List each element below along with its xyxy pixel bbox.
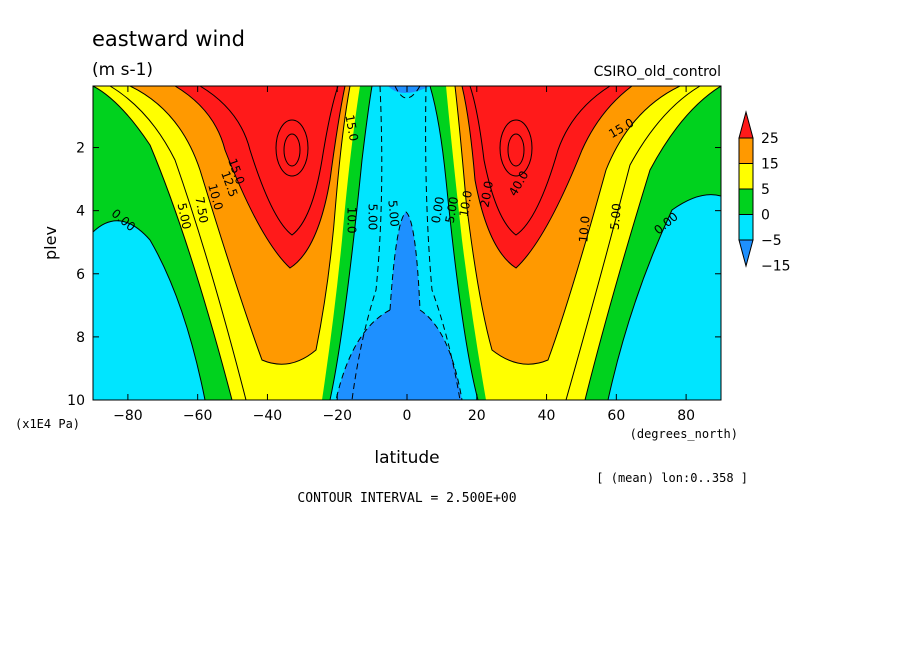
- dataset-label: CSIRO_old_control: [594, 64, 721, 80]
- x-tick-label: −60: [183, 408, 213, 424]
- region-blue: [336, 212, 462, 400]
- contour-label: 5.00: [175, 202, 194, 231]
- y-tick-label: 4: [76, 204, 85, 220]
- contour-label: 20.0: [478, 180, 496, 209]
- x-tick-label: 20: [468, 408, 486, 424]
- colorbar: 25 15 5 0 −5 −15: [738, 110, 791, 275]
- y-tick-label: 8: [76, 330, 85, 346]
- colorbar-label: 25: [761, 131, 779, 147]
- x-tick-label: 40: [538, 408, 556, 424]
- y-tick-label: 2: [76, 141, 85, 157]
- x-tick-label: −80: [113, 408, 143, 424]
- colorbar-segment: [738, 214, 754, 241]
- y-tick-label: 10: [67, 393, 85, 409]
- contour-lines: [93, 86, 721, 400]
- colorbar-segment: [738, 137, 754, 164]
- colorbar-label: −15: [761, 259, 791, 275]
- colorbar-label: 5: [761, 182, 770, 198]
- contour-label: 5.00: [366, 204, 380, 231]
- colorbar-segment: [738, 188, 754, 215]
- contour-label: 10.0: [345, 207, 359, 234]
- x-axis-units: (degrees_north): [630, 427, 738, 441]
- colorbar-label: −5: [761, 233, 782, 249]
- averaging-note: [ (mean) lon:0..358 ]: [596, 471, 748, 485]
- contour-label: 10.0: [205, 182, 225, 211]
- contour-label: 5.00: [443, 196, 461, 225]
- colorbar-segment: [738, 163, 754, 190]
- contour-label: 7.50: [192, 196, 210, 225]
- contour-label: 10.0: [576, 215, 592, 243]
- y-axis-label: plev: [41, 226, 60, 260]
- contour-label: 5.00: [385, 200, 401, 228]
- x-tick-label: −20: [322, 408, 352, 424]
- y-axis-units: (x1E4 Pa): [15, 417, 80, 431]
- y-tick-label: 6: [76, 267, 85, 283]
- colorbar-label: 15: [761, 157, 779, 173]
- colorbar-top-arrow: [738, 110, 754, 139]
- contour-label: 10.0: [457, 189, 475, 218]
- contour-label: 5.00: [608, 203, 624, 231]
- chart-title: eastward wind: [92, 27, 245, 51]
- contour-label: 15.0: [342, 114, 360, 143]
- x-tick-label: 80: [677, 408, 695, 424]
- colorbar-bottom-arrow: [738, 239, 754, 268]
- x-axis: −80 −60 −40 −20 0 20 40 60 80: [113, 86, 695, 424]
- contour-interval: CONTOUR INTERVAL = 2.500E+00: [297, 491, 516, 506]
- x-tick-label: −40: [253, 408, 283, 424]
- contour-label: 0.00: [429, 196, 447, 225]
- colorbar-label: 0: [761, 208, 770, 224]
- x-tick-label: 0: [403, 408, 412, 424]
- chart-units: (m s-1): [92, 60, 153, 80]
- y-axis: 2 4 6 8 10: [67, 141, 721, 409]
- x-axis-label: latitude: [374, 448, 439, 468]
- x-tick-label: 60: [607, 408, 625, 424]
- negative-contour-lines: [335, 86, 463, 400]
